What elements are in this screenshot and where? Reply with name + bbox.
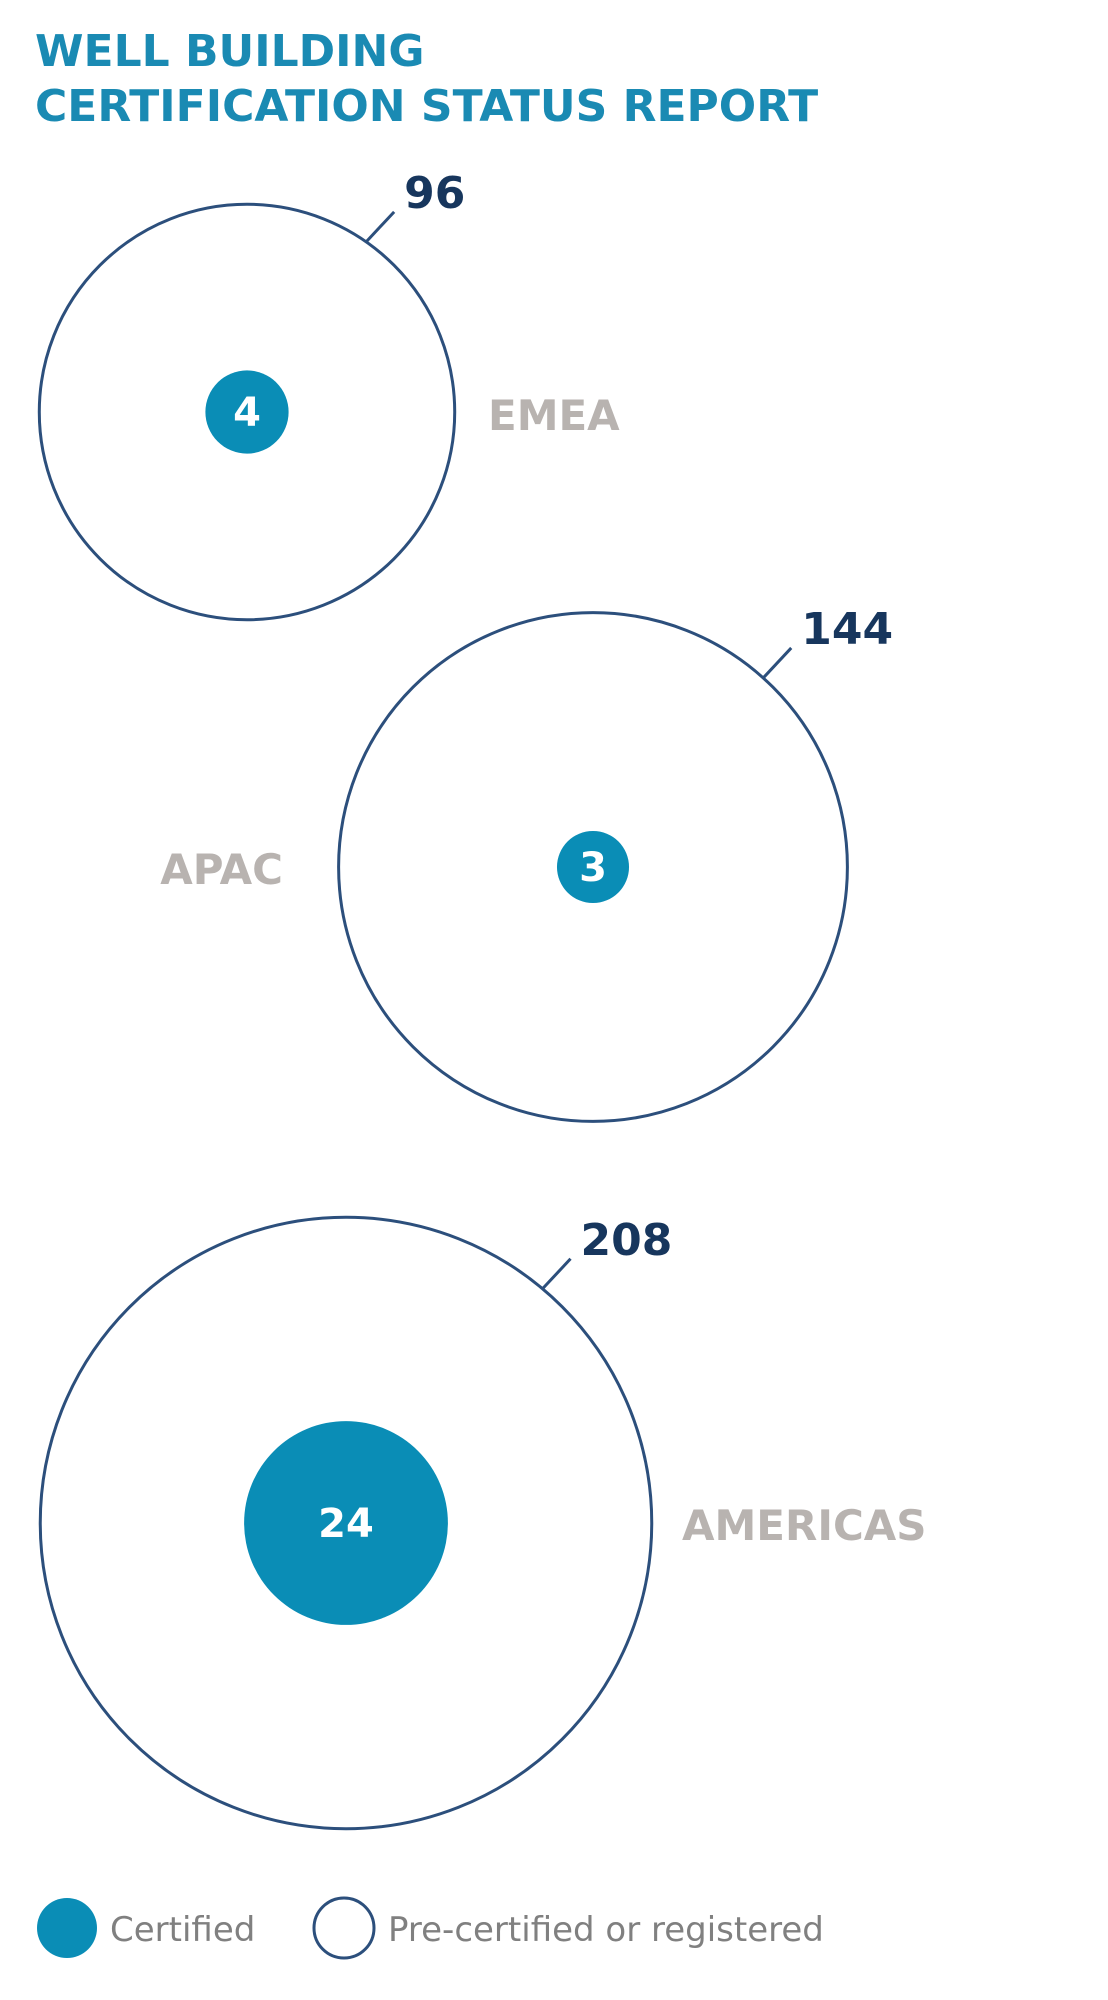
certified-bubble-apac xyxy=(556,830,630,904)
pre-certified-value-label-emea: 96 xyxy=(404,168,465,219)
certified-value-label-americas: 24 xyxy=(318,1501,374,1547)
bubble-group-emea: 4 96 EMEA xyxy=(37,168,620,622)
certified-bubble-americas xyxy=(244,1421,448,1625)
leader-line-emea xyxy=(365,210,396,243)
legend-item-pre-certified: Pre-certified or registered xyxy=(312,1896,824,1960)
chart-title: WELL BUILDING CERTIFICATION STATUS REPOR… xyxy=(35,26,818,132)
chart-title-line-1: WELL BUILDING xyxy=(35,26,425,77)
region-label-emea: EMEA xyxy=(488,391,620,440)
region-label-apac: APAC xyxy=(160,845,283,894)
leader-line-apac xyxy=(762,646,793,679)
legend-certified-swatch xyxy=(37,1898,97,1958)
legend: Certified Pre-certified or registered xyxy=(37,1896,824,1960)
legend-pre-certified-swatch xyxy=(312,1896,376,1960)
bubble-group-apac: 3 144 APAC xyxy=(160,604,893,1123)
chart-title-line-2: CERTIFICATION STATUS REPORT xyxy=(35,81,818,132)
legend-pre-certified-label: Pre-certified or registered xyxy=(388,1910,824,1950)
pre-certified-value-label-americas: 208 xyxy=(581,1215,673,1266)
legend-item-certified: Certified xyxy=(37,1898,255,1958)
certified-value-label-apac: 3 xyxy=(579,845,607,891)
certified-bubble-emea xyxy=(205,370,289,454)
region-label-americas: AMERICAS xyxy=(682,1501,927,1550)
pre-certified-value-label-apac: 144 xyxy=(801,604,893,655)
bubble-group-americas: 24 208 AMERICAS xyxy=(38,1215,927,1831)
leader-line-americas xyxy=(541,1257,572,1290)
bubbles-layer: 4 96 EMEA 3 144 APAC 24 208 AMERICAS xyxy=(37,168,927,1831)
certified-value-label-emea: 4 xyxy=(233,390,261,436)
legend-certified-label: Certified xyxy=(110,1910,255,1950)
